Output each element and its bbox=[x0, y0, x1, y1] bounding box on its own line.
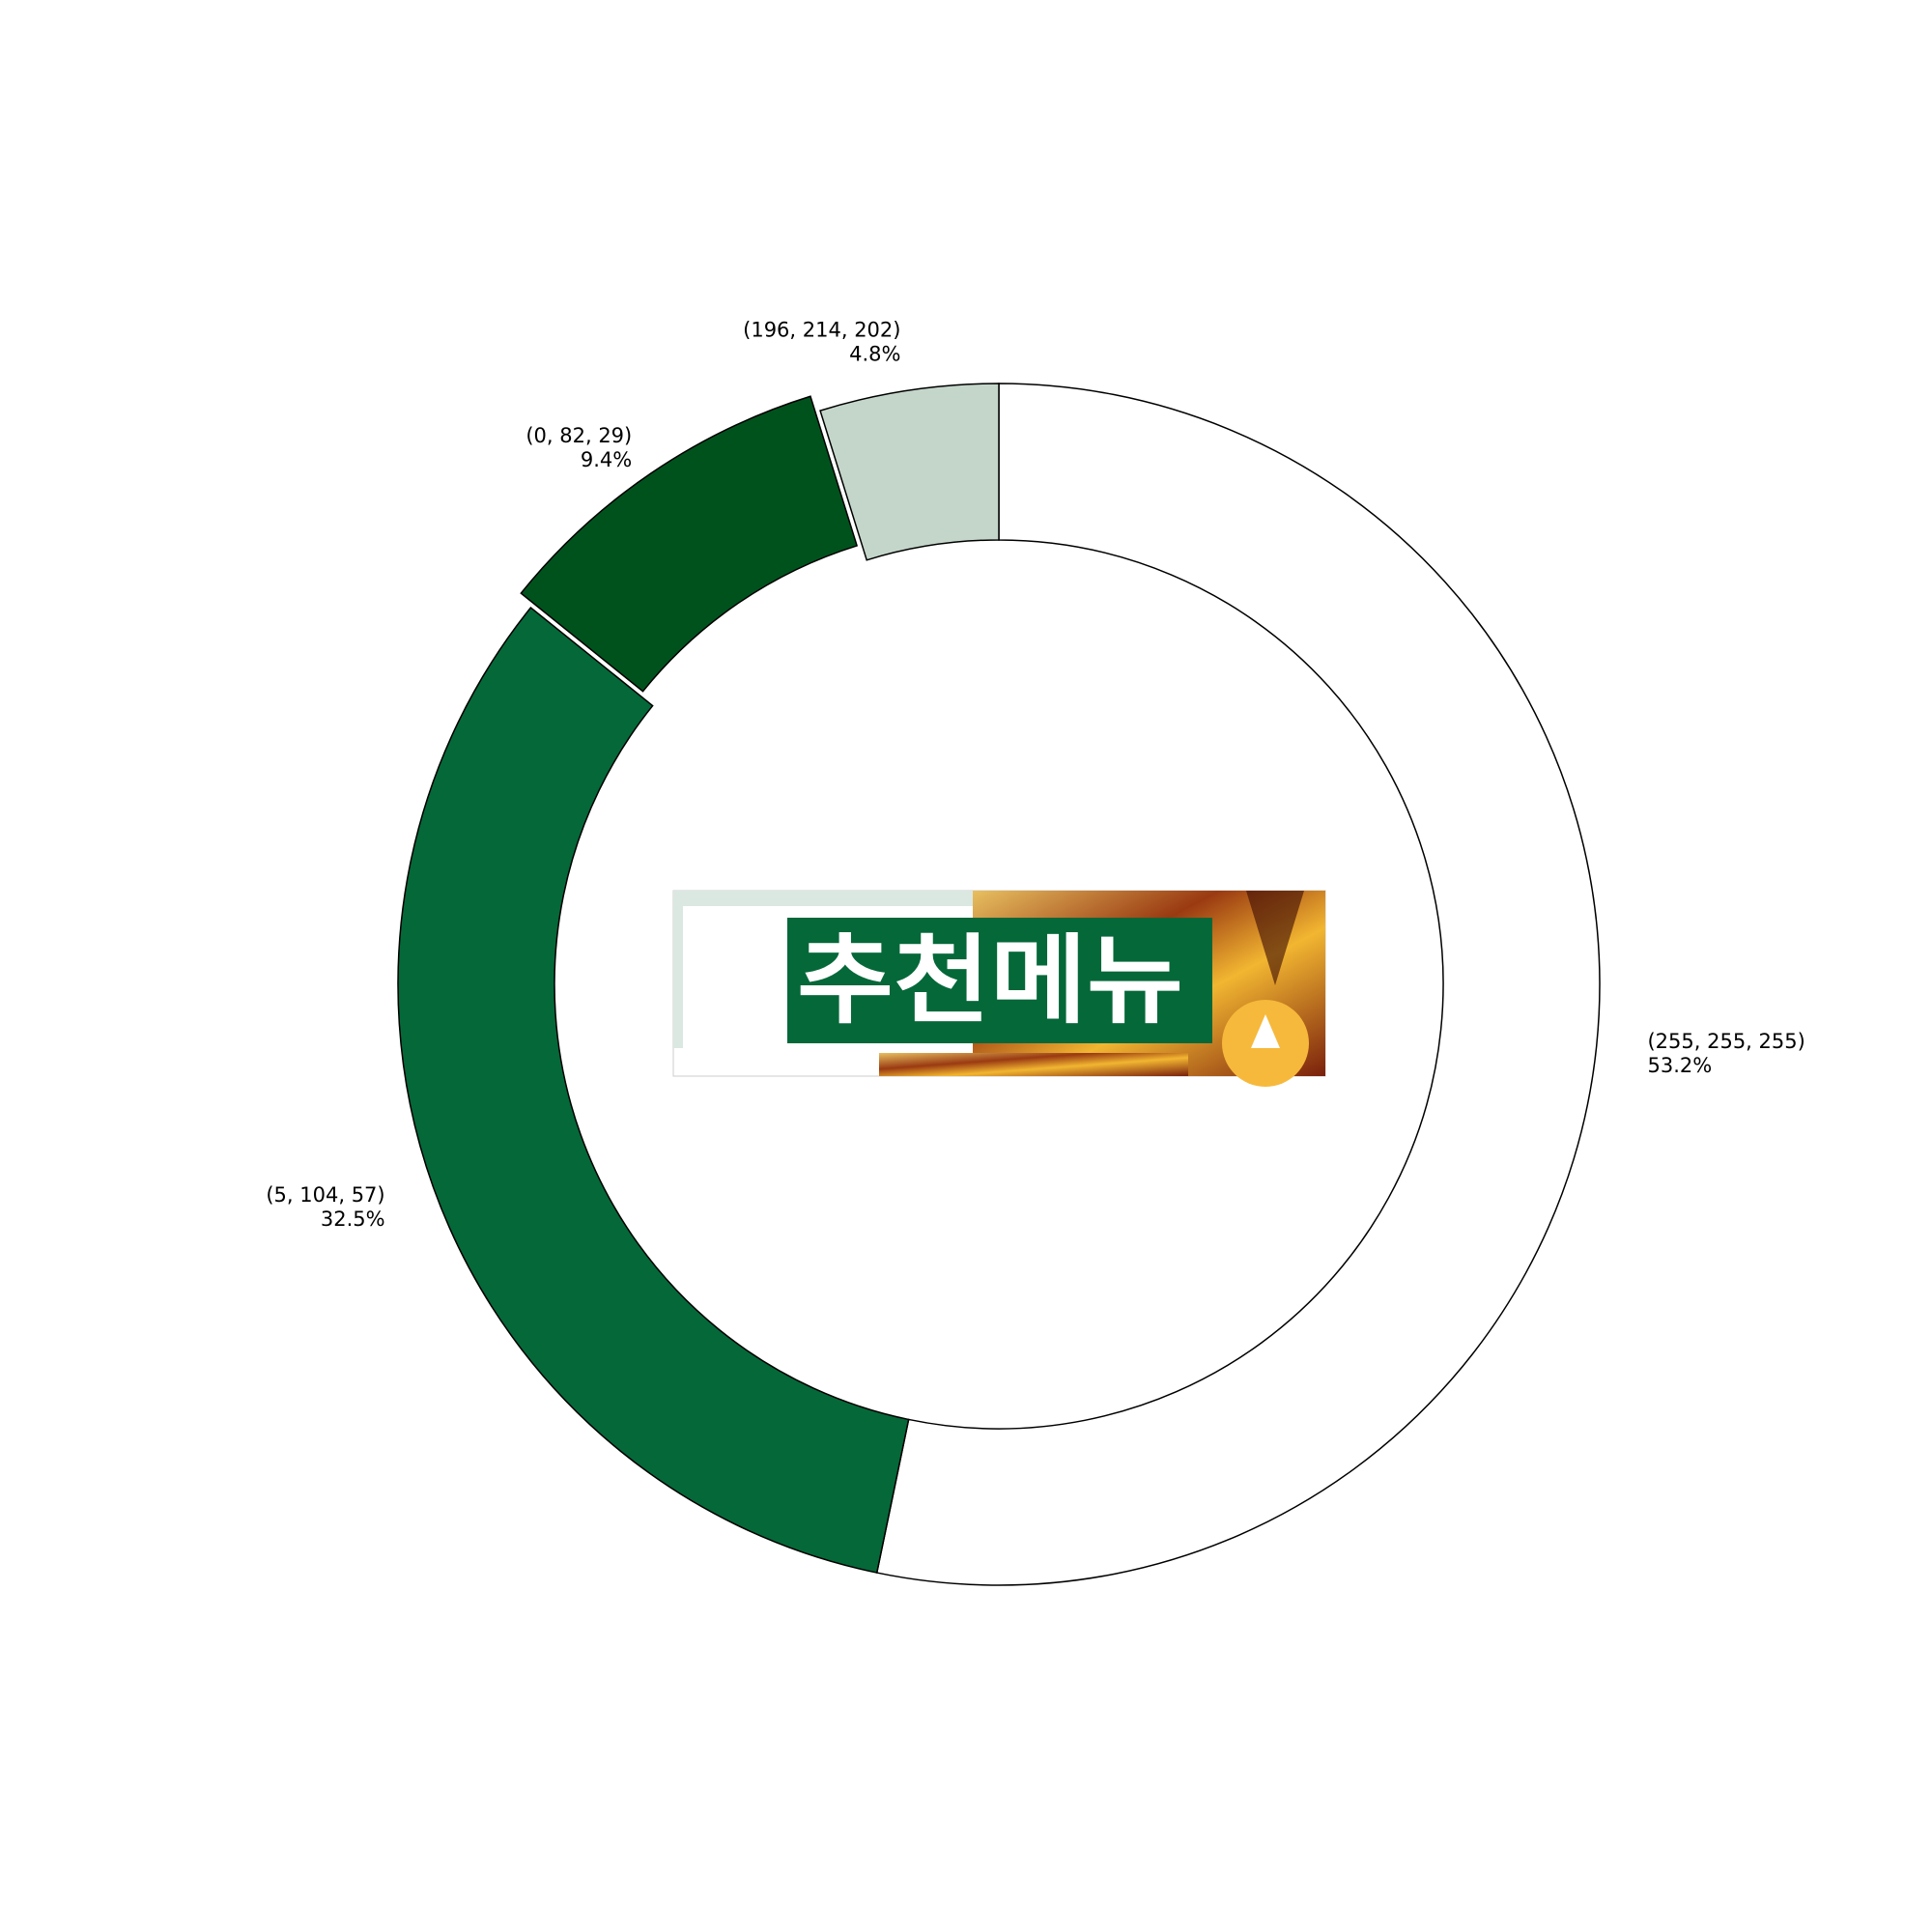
center-image: 추천메뉴 bbox=[673, 891, 1325, 1087]
slice-label-3: (196, 214, 202) bbox=[743, 319, 900, 342]
slice-pct-label-3: 4.8% bbox=[849, 343, 900, 366]
slice-label-0: (255, 255, 255) bbox=[1647, 1030, 1804, 1053]
slice-pct-label-1: 32.5% bbox=[321, 1208, 385, 1231]
slice-pct-label-0: 53.2% bbox=[1647, 1054, 1712, 1077]
banner-text: 추천메뉴 bbox=[797, 924, 1183, 1037]
slice-pct-label-2: 9.4% bbox=[581, 448, 632, 471]
donut-slice-1 bbox=[398, 608, 909, 1573]
slice-label-2: (0, 82, 29) bbox=[526, 424, 632, 447]
slice-label-1: (5, 104, 57) bbox=[266, 1183, 384, 1207]
